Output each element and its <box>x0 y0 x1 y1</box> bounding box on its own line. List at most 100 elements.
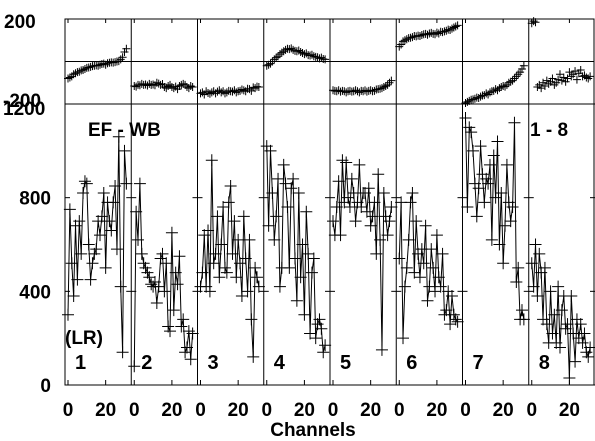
panel-label-7: 7 <box>473 352 484 374</box>
residual-point <box>149 80 158 89</box>
data-point <box>120 177 133 190</box>
data-point <box>491 135 504 148</box>
data-point <box>393 252 406 265</box>
data-point <box>128 360 141 373</box>
data-point <box>546 327 559 340</box>
data-point <box>80 177 93 190</box>
residual-point <box>376 84 385 93</box>
y-tick-label: 1200 <box>3 99 45 120</box>
data-point <box>281 201 294 214</box>
residual-point <box>557 76 566 85</box>
residual-point <box>120 47 129 56</box>
residual-point <box>552 78 561 87</box>
x-tick-label: 0 <box>63 400 74 421</box>
data-point <box>559 322 572 335</box>
data-point <box>436 247 449 260</box>
residual-point <box>188 83 197 91</box>
data-point <box>245 313 258 326</box>
data-point <box>474 140 487 153</box>
data-point <box>553 341 566 354</box>
residual-point <box>296 47 305 56</box>
residual-point <box>162 84 171 93</box>
chart-title-left: EF - WB <box>88 120 161 141</box>
residual-point <box>379 83 388 91</box>
residual-point <box>502 80 511 89</box>
residual-point <box>438 28 447 37</box>
data-point <box>109 179 122 192</box>
data-point <box>75 247 88 260</box>
residual-point <box>463 97 472 106</box>
residual-point <box>508 76 517 85</box>
data-point <box>137 257 150 270</box>
residual-point <box>317 53 326 62</box>
data-point <box>449 313 462 326</box>
residual-point <box>563 74 572 83</box>
data-point <box>483 158 496 171</box>
data-point <box>177 313 190 326</box>
data-point <box>262 219 275 232</box>
data-point <box>527 280 540 293</box>
data-point <box>135 247 148 260</box>
data-point <box>567 327 580 340</box>
data-point <box>319 339 332 352</box>
residual-point <box>565 68 574 77</box>
data-point <box>160 257 173 270</box>
residual-point <box>166 80 175 89</box>
data-point <box>173 250 186 263</box>
data-point <box>103 215 116 228</box>
data-point <box>250 271 263 284</box>
residual-point <box>377 84 386 93</box>
data-point <box>82 238 95 251</box>
data-point <box>489 191 502 204</box>
x-axis-label: Channels <box>270 420 356 441</box>
x-tick-label: 20 <box>294 400 315 421</box>
data-point <box>451 315 464 328</box>
data-point <box>497 257 510 270</box>
residual-point <box>546 77 555 86</box>
residual-point <box>535 80 544 89</box>
data-point <box>385 201 398 214</box>
x-tick-label: 20 <box>228 400 249 421</box>
data-point <box>228 215 241 228</box>
data-point <box>235 290 248 303</box>
series-line-3 <box>200 160 260 357</box>
residual-point <box>506 77 515 86</box>
x-tick-label: 20 <box>360 400 381 421</box>
residual-point <box>175 81 184 90</box>
panel-label-1: 1 <box>75 352 86 374</box>
data-point <box>247 350 260 363</box>
residual-point <box>400 36 409 45</box>
data-point <box>95 210 108 223</box>
data-point <box>478 196 491 209</box>
data-point <box>132 233 145 246</box>
residual-point <box>285 45 294 54</box>
data-point <box>237 210 250 223</box>
data-point <box>397 332 410 345</box>
data-point <box>226 247 239 260</box>
panel-label-4: 4 <box>274 352 286 374</box>
data-point <box>353 158 366 171</box>
x-tick-label: 0 <box>394 400 405 421</box>
data-point <box>304 327 317 340</box>
data-point <box>493 238 506 251</box>
residual-point <box>397 40 406 49</box>
residual-point <box>539 78 548 87</box>
data-point <box>470 210 483 223</box>
data-point <box>224 179 237 192</box>
data-point <box>548 308 561 321</box>
x-tick-label: 0 <box>460 400 471 421</box>
residual-point <box>574 69 583 78</box>
data-point <box>515 304 528 317</box>
residual-point <box>137 79 146 88</box>
residual-point <box>501 82 510 91</box>
data-point <box>440 304 453 317</box>
data-point <box>495 186 508 199</box>
residual-point <box>561 77 570 86</box>
data-point <box>175 320 188 333</box>
residual-point <box>519 61 528 70</box>
residual-point <box>232 88 241 97</box>
residual-point <box>554 75 563 84</box>
residual-point <box>465 96 474 105</box>
data-point <box>576 336 589 349</box>
